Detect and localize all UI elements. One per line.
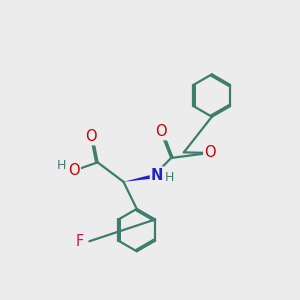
Text: N: N — [151, 167, 163, 182]
Text: H: H — [57, 159, 66, 172]
Text: H: H — [164, 172, 174, 184]
Text: O: O — [68, 163, 80, 178]
Text: O: O — [85, 129, 97, 144]
Polygon shape — [124, 174, 153, 182]
Text: F: F — [76, 234, 84, 249]
Text: O: O — [204, 145, 216, 160]
Text: O: O — [155, 124, 167, 139]
